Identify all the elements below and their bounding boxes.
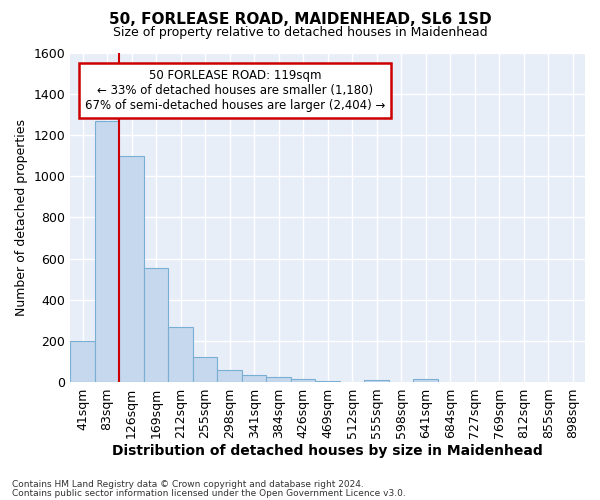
Text: 50, FORLEASE ROAD, MAIDENHEAD, SL6 1SD: 50, FORLEASE ROAD, MAIDENHEAD, SL6 1SD xyxy=(109,12,491,28)
Bar xyxy=(242,375,266,382)
Bar xyxy=(193,356,217,382)
Bar xyxy=(217,370,242,382)
Bar xyxy=(291,380,316,382)
Bar xyxy=(144,268,169,382)
X-axis label: Distribution of detached houses by size in Maidenhead: Distribution of detached houses by size … xyxy=(112,444,543,458)
Text: Contains public sector information licensed under the Open Government Licence v3: Contains public sector information licen… xyxy=(12,488,406,498)
Bar xyxy=(364,380,389,382)
Text: Contains HM Land Registry data © Crown copyright and database right 2024.: Contains HM Land Registry data © Crown c… xyxy=(12,480,364,489)
Y-axis label: Number of detached properties: Number of detached properties xyxy=(15,119,28,316)
Text: Size of property relative to detached houses in Maidenhead: Size of property relative to detached ho… xyxy=(113,26,487,39)
Bar xyxy=(413,380,438,382)
Bar xyxy=(169,327,193,382)
Bar xyxy=(70,341,95,382)
Bar xyxy=(266,378,291,382)
Bar xyxy=(119,156,144,382)
Text: 50 FORLEASE ROAD: 119sqm
← 33% of detached houses are smaller (1,180)
67% of sem: 50 FORLEASE ROAD: 119sqm ← 33% of detach… xyxy=(85,69,385,112)
Bar xyxy=(95,120,119,382)
